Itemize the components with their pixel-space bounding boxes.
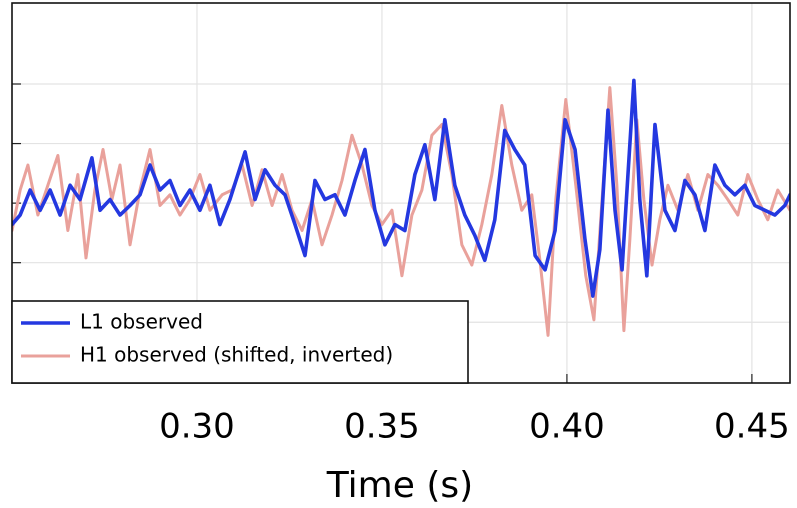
x-tick-label: 0.35 xyxy=(344,407,420,447)
x-tick-label: 0.30 xyxy=(159,407,235,447)
x-tick-label: 0.45 xyxy=(714,407,790,447)
plot-lines xyxy=(12,78,790,337)
x-tick-label: 0.40 xyxy=(529,407,605,447)
series-line xyxy=(12,78,790,298)
x-axis-label: Time (s) xyxy=(326,465,473,506)
legend-label: L1 observed xyxy=(80,310,203,334)
legend xyxy=(11,300,469,384)
legend-label: H1 observed (shifted, inverted) xyxy=(80,343,393,367)
series-line xyxy=(12,86,790,337)
